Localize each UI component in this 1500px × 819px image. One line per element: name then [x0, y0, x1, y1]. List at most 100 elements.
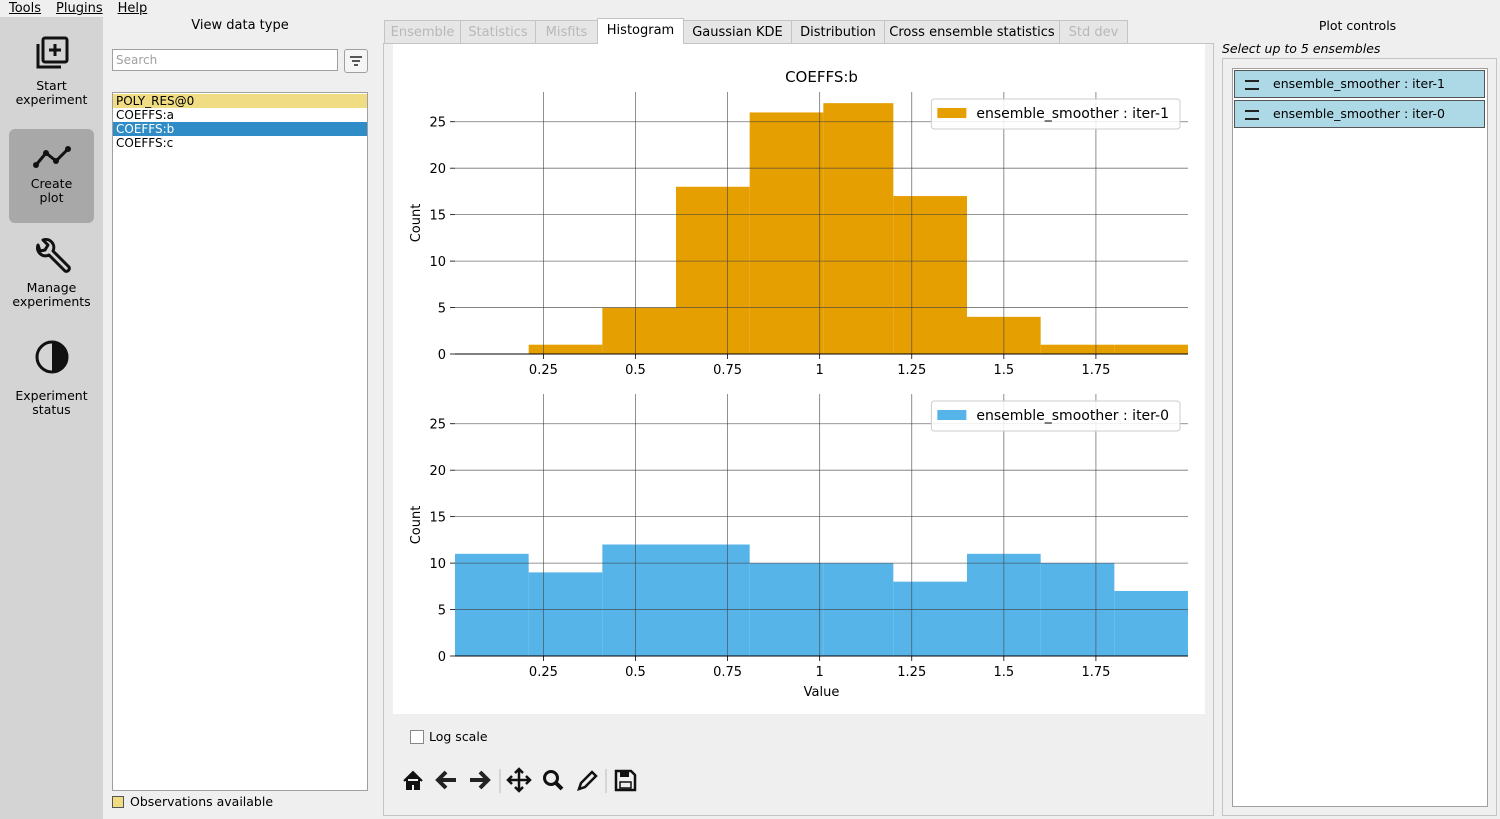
x-tick-label: 1: [816, 665, 824, 680]
pan-button[interactable]: [506, 767, 532, 793]
sidebar-button-label: Start experiment: [15, 78, 88, 107]
histogram-bar: [823, 103, 894, 354]
y-tick-label: 20: [429, 464, 446, 479]
histogram-bar: [602, 544, 677, 656]
histogram-bar: [676, 186, 750, 354]
menu-item[interactable]: Tools: [9, 1, 42, 16]
back-button[interactable]: [435, 770, 456, 790]
legend-frame: [930, 400, 1181, 432]
legend: ensemble_smoother : iter-1: [930, 98, 1181, 130]
y-tick-label: 15: [429, 511, 446, 526]
legend-label: ensemble_smoother : iter-1: [976, 106, 1169, 122]
histogram-bar: [749, 112, 824, 354]
sidebar-button[interactable]: Experiment status: [9, 339, 94, 417]
tab[interactable]: Distribution: [791, 20, 885, 43]
search-placeholder: Search: [116, 53, 158, 67]
search-input[interactable]: Search: [112, 49, 338, 71]
x-tick-label: 1.25: [897, 363, 926, 378]
log-scale-checkbox[interactable]: [410, 730, 424, 744]
y-tick-label: 25: [429, 116, 446, 131]
tab: Statistics: [460, 20, 536, 43]
sidebar-button[interactable]: Create plot: [9, 129, 94, 223]
legend-swatch: [937, 410, 967, 420]
sidebar-button-label: Create plot: [30, 176, 73, 205]
histogram-bar: [1114, 344, 1188, 354]
histogram-bar: [676, 544, 750, 656]
tab[interactable]: Gaussian KDE: [683, 20, 792, 43]
x-axis-label: Value: [804, 685, 840, 700]
home-button[interactable]: [403, 770, 423, 790]
drag-handle: [1245, 79, 1259, 90]
y-tick-label: 15: [429, 209, 446, 224]
x-tick-label: 1.25: [897, 665, 926, 680]
legend-label: ensemble_smoother : iter-0: [976, 408, 1169, 424]
x-tick-label: 0.5: [625, 665, 646, 680]
filter-button[interactable]: [344, 49, 368, 73]
icon: [35, 238, 71, 273]
list-item[interactable]: COEFFS:a: [116, 108, 175, 122]
icon: [35, 340, 68, 374]
icon: [32, 146, 71, 168]
y-tick-label: 10: [429, 255, 446, 270]
list-item[interactable]: POLY_RES@0: [113, 94, 367, 108]
histogram-bar: [528, 572, 603, 656]
menu-bar: Tools Plugins Help: [0, 0, 1500, 17]
icon: [36, 36, 68, 69]
forward-button[interactable]: [470, 770, 491, 790]
drag-handle: [1245, 109, 1259, 120]
sidebar-button-label: Experiment status: [15, 388, 88, 417]
menu-item[interactable]: Plugins: [56, 1, 103, 16]
toolbar: [403, 767, 637, 793]
ensemble-label: ensemble_smoother : iter-1: [1273, 76, 1446, 91]
group-box: [1222, 58, 1497, 816]
ensemble-item[interactable]: ensemble_smoother : iter-1: [1234, 70, 1485, 98]
histogram-bar: [1114, 590, 1188, 656]
log-scale-label: Log scale: [429, 729, 488, 744]
tab: Std dev: [1059, 20, 1128, 43]
tab: Misfits: [535, 20, 598, 43]
x-tick-label: 0.75: [713, 665, 742, 680]
x-tick-label: 1.5: [993, 363, 1014, 378]
legend-swatch: [937, 108, 967, 118]
x-tick-label: 1.75: [1081, 363, 1110, 378]
list-item[interactable]: COEFFS:b: [113, 122, 367, 136]
icon: [350, 56, 362, 66]
panel-title: Plot controls: [1318, 18, 1397, 33]
list-item[interactable]: COEFFS:c: [116, 136, 174, 150]
sidebar: Start experiment Create plot Manage expe…: [0, 17, 103, 819]
panel-hint: Select up to 5 ensembles: [1222, 41, 1381, 56]
histogram-bar: [528, 344, 603, 354]
x-tick-label: 1: [816, 363, 824, 378]
ensemble-label: ensemble_smoother : iter-0: [1273, 106, 1446, 121]
y-tick-label: 0: [438, 348, 446, 363]
y-tick-label: 25: [429, 418, 446, 433]
y-axis-label: Count: [409, 204, 424, 243]
histogram-bar: [1040, 344, 1115, 354]
legend-label: Observations available: [130, 794, 274, 809]
tab[interactable]: Histogram: [597, 18, 684, 44]
menu-item[interactable]: Help: [117, 1, 148, 16]
sidebar-button[interactable]: Start experiment: [9, 35, 94, 111]
histogram-bar: [893, 581, 967, 656]
zoom-button[interactable]: [543, 770, 564, 791]
y-tick-label: 10: [429, 557, 446, 572]
chart-title: COEFFS:b: [785, 68, 858, 86]
x-tick-label: 0.25: [529, 363, 558, 378]
y-tick-label: 20: [429, 162, 446, 177]
y-axis-label: Count: [409, 506, 424, 545]
x-tick-label: 1.5: [993, 665, 1014, 680]
data-type-list: POLY_RES@0 COEFFS:a COEFFS:b COEFFS:c: [112, 92, 368, 791]
sidebar-button[interactable]: Manage experiments: [9, 237, 94, 313]
y-tick-label: 5: [438, 604, 446, 619]
sidebar-button-label: Manage experiments: [12, 280, 91, 309]
histogram-bar: [893, 196, 967, 354]
tab[interactable]: Cross ensemble statistics: [884, 20, 1060, 43]
edit-button[interactable]: [577, 770, 598, 791]
y-tick-label: 0: [438, 650, 446, 665]
ensemble-item[interactable]: ensemble_smoother : iter-0: [1234, 100, 1485, 128]
save-button[interactable]: [614, 769, 637, 792]
x-tick-label: 0.75: [713, 363, 742, 378]
legend: ensemble_smoother : iter-0: [930, 400, 1181, 432]
x-tick-label: 0.25: [529, 665, 558, 680]
